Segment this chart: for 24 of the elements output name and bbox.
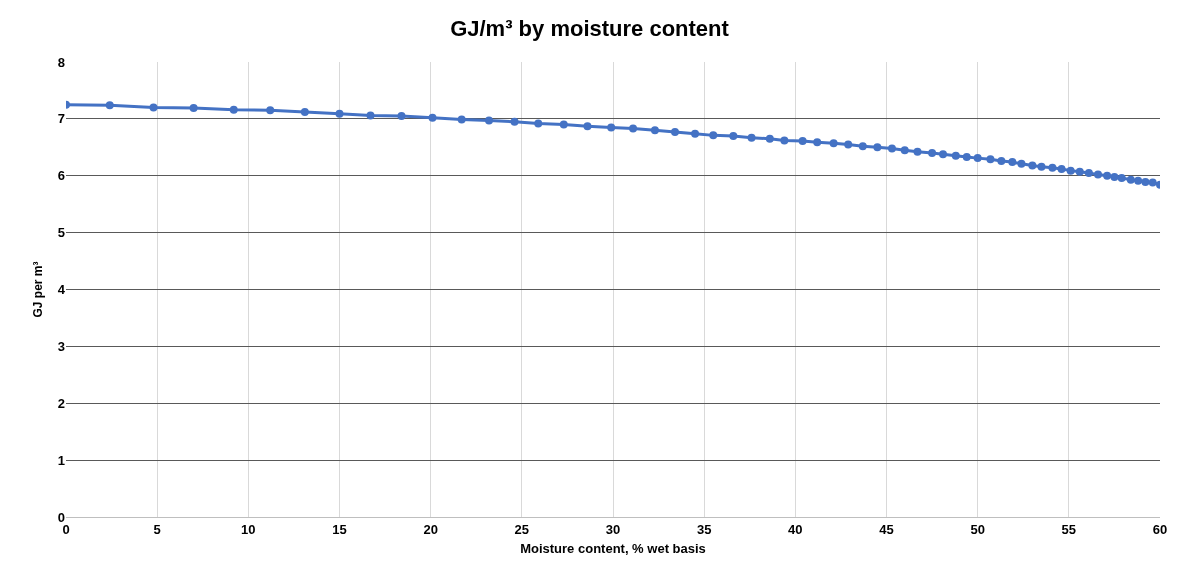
x-tick-label: 20 (423, 521, 438, 537)
chart-title: GJ/m³ by moisture content (450, 15, 730, 41)
x-tick-label: 55 (1061, 521, 1077, 537)
x-tick-label: 25 (514, 521, 530, 537)
y-tick-label: 5 (57, 225, 65, 241)
x-tick-label: 35 (696, 521, 712, 537)
x-tick-label: 40 (788, 521, 803, 537)
y-tick-label: 4 (57, 282, 66, 298)
x-tick-label: 30 (605, 521, 621, 537)
y-tick-label: 3 (57, 338, 65, 354)
y-axis-title: GJ per m³ (31, 261, 46, 318)
x-tick-label: 50 (970, 521, 985, 537)
y-tick-label: 1 (57, 452, 65, 468)
y-tick-label: 6 (57, 168, 65, 184)
x-tick-label: 15 (332, 521, 347, 537)
x-tick-label: 60 (1152, 521, 1168, 537)
x-tick-label: 45 (879, 521, 894, 537)
x-axis-title: Moisture content, % wet basis (520, 541, 706, 557)
x-tick-label: 10 (241, 521, 256, 537)
y-tick-label: 8 (57, 54, 65, 70)
y-tick-label: 7 (57, 111, 65, 127)
y-tick-label: 0 (57, 509, 65, 525)
x-tick-label: 5 (153, 521, 161, 537)
y-tick-label: 2 (57, 395, 65, 411)
